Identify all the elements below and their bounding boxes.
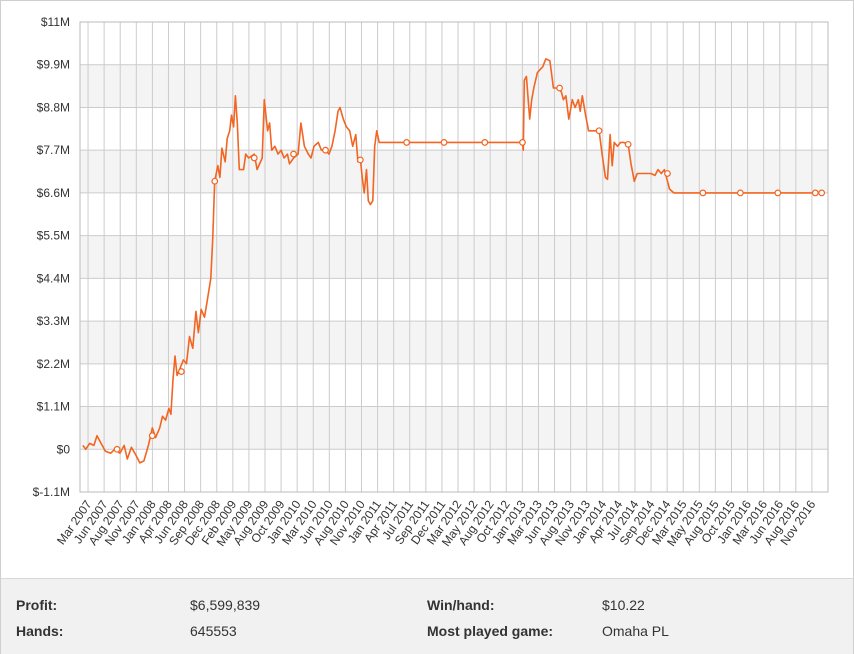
- most-played-game-label: Most played game:: [427, 623, 554, 639]
- y-tick-label: $5.5M: [37, 229, 70, 243]
- plot-border: [79, 21, 829, 493]
- data-point-marker[interactable]: [818, 189, 826, 197]
- data-point-marker[interactable]: [595, 127, 603, 135]
- chart-band: [80, 235, 828, 279]
- hands-value: 645553: [190, 623, 237, 639]
- data-point-marker[interactable]: [440, 139, 448, 146]
- y-tick-label: $11M: [41, 15, 70, 29]
- data-point-marker[interactable]: [699, 189, 707, 197]
- y-tick-label: $-1.1M: [33, 485, 70, 499]
- data-point-marker[interactable]: [322, 146, 329, 154]
- profit-value: $6,599,839: [190, 597, 261, 613]
- chart-band: [80, 150, 828, 193]
- y-tick-label: $2.2M: [37, 357, 70, 371]
- y-tick-label: $9.9M: [37, 58, 70, 72]
- y-tick-label: $7.7M: [37, 143, 70, 157]
- most-played-game-value: Omaha PL: [602, 623, 669, 639]
- data-point-marker[interactable]: [556, 84, 563, 92]
- hands-label: Hands:: [16, 623, 64, 639]
- data-point-marker[interactable]: [211, 177, 219, 185]
- chart-bands: [80, 22, 828, 492]
- profit-series: [82, 58, 826, 464]
- profit-label: Profit:: [16, 597, 58, 613]
- data-point-marker[interactable]: [290, 150, 297, 158]
- chart-band: [80, 449, 828, 492]
- y-tick-label: $4.4M: [37, 271, 70, 285]
- data-point-marker[interactable]: [250, 154, 258, 162]
- winhand-value: $10.22: [602, 597, 645, 613]
- profit-chart: $11M $9.9M $8.8M $7.7M $6.6M $5.5M $4.4M $3.3M $…: [33, 15, 829, 549]
- chart-band: [80, 192, 828, 236]
- winhand-label: Win/hand:: [427, 597, 495, 613]
- chart-band: [80, 22, 828, 65]
- data-point-marker[interactable]: [113, 445, 121, 453]
- chart-band: [80, 64, 828, 108]
- chart-grid: [79, 21, 829, 493]
- y-tick-label: $8.8M: [37, 100, 70, 114]
- data-point-marker[interactable]: [624, 140, 632, 148]
- data-point-marker[interactable]: [177, 368, 185, 375]
- chart-band: [80, 406, 828, 450]
- data-point-marker[interactable]: [481, 139, 489, 146]
- y-axis-ticks: $11M $9.9M $8.8M $7.7M $6.6M $5.5M $4.4M $3.3M $…: [33, 15, 71, 499]
- data-point-marker[interactable]: [519, 139, 526, 146]
- y-tick-label: $0: [57, 442, 71, 456]
- data-point-marker[interactable]: [811, 189, 819, 197]
- data-point-marker[interactable]: [403, 139, 410, 146]
- chart-band: [80, 363, 828, 407]
- data-point-marker[interactable]: [736, 189, 744, 197]
- data-point-marker[interactable]: [774, 189, 782, 197]
- data-point-marker[interactable]: [664, 170, 671, 177]
- data-point-marker[interactable]: [356, 156, 364, 164]
- data-point-marker[interactable]: [148, 432, 156, 440]
- stats-panel: Profit: $6,599,839 Hands: 645553 Win/han…: [1, 578, 853, 654]
- chart-band: [80, 321, 828, 364]
- y-tick-label: $1.1M: [37, 400, 70, 414]
- y-tick-label: $3.3M: [37, 314, 70, 328]
- profit-line: [82, 58, 822, 464]
- y-tick-label: $6.6M: [37, 186, 70, 200]
